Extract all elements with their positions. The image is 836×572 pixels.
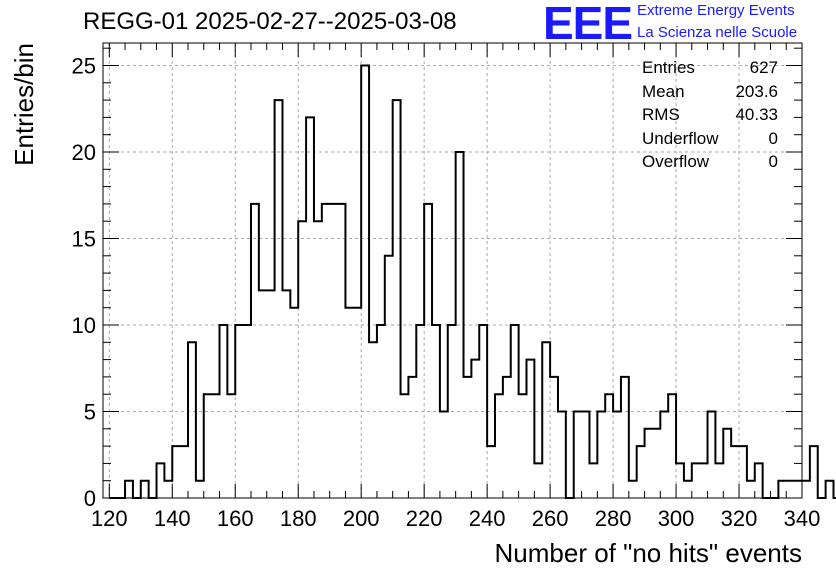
- x-tick-label: 280: [595, 506, 632, 531]
- stat-label-entries: Entries: [642, 58, 695, 77]
- stat-value-rms: 40.33: [735, 105, 778, 124]
- y-axis-label: Entries/bin: [9, 43, 39, 166]
- x-tick-label: 200: [343, 506, 380, 531]
- eee-logo: EEE: [543, 0, 633, 49]
- x-tick-label: 180: [280, 506, 317, 531]
- x-tick-label: 320: [721, 506, 758, 531]
- x-tick-label: 140: [154, 506, 191, 531]
- x-tick-label: 220: [406, 506, 443, 531]
- stat-value-overflow: 0: [768, 152, 778, 171]
- stat-row-underflow: Underflow 0: [642, 129, 778, 153]
- stat-value-mean: 203.6: [735, 81, 778, 101]
- y-tick-label: 25: [72, 53, 96, 78]
- stat-row-rms: RMS 40.33: [642, 105, 778, 129]
- y-tick-label: 20: [72, 140, 96, 165]
- stat-label-overflow: Overflow: [642, 152, 710, 171]
- stat-label-underflow: Underflow: [642, 128, 719, 148]
- stat-label-mean: Mean: [642, 81, 685, 101]
- x-tick-label: 160: [217, 506, 254, 531]
- stat-row-mean: Mean 203.6: [642, 82, 778, 106]
- histogram-series: [109, 64, 836, 499]
- x-tick-label: 260: [532, 506, 569, 531]
- stat-label-rms: RMS: [642, 105, 680, 124]
- stat-row-entries: Entries 627: [642, 58, 778, 82]
- stat-value-underflow: 0: [768, 128, 778, 148]
- logo-line-1: Extreme Energy Events: [637, 2, 795, 19]
- x-tick-label: 240: [469, 506, 506, 531]
- stats-box: Entries 627 Mean 203.6 RMS 40.33 Underfl…: [642, 58, 778, 176]
- logo-line-2: La Scienza nelle Scuole: [637, 24, 798, 41]
- plot-frame: [102, 42, 803, 499]
- x-tick-label: 300: [658, 506, 695, 531]
- x-axis-label: Number of "no hits" events: [495, 538, 803, 568]
- y-tick-label: 10: [72, 313, 96, 338]
- chart-title: REGG-01 2025-02-27--2025-03-08: [83, 8, 457, 35]
- stat-row-overflow: Overflow 0: [642, 152, 778, 176]
- y-tick-label: 15: [72, 226, 96, 251]
- y-tick-label: 5: [84, 399, 96, 424]
- x-tick-label: 340: [784, 506, 821, 531]
- y-tick-label: 0: [84, 486, 96, 511]
- stat-value-entries: 627: [749, 58, 778, 77]
- x-tick-label: 120: [91, 506, 128, 531]
